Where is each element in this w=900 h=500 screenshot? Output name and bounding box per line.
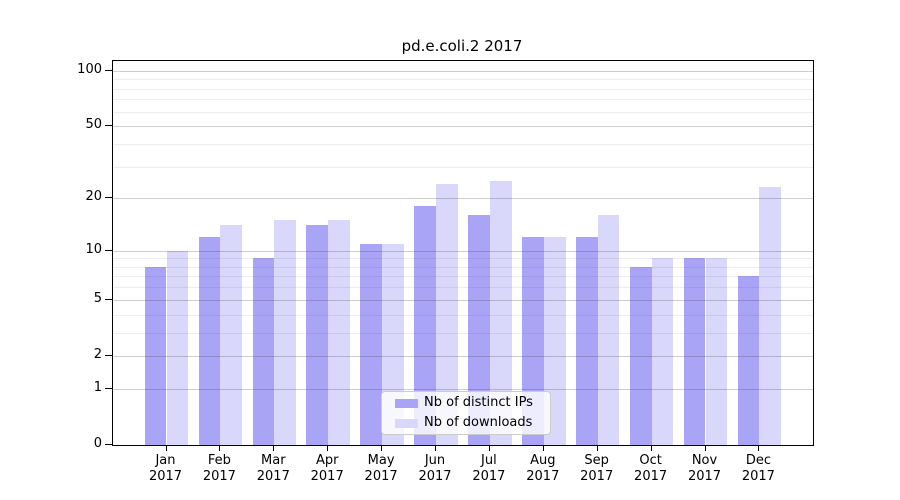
legend-item-distinct-ips: Nb of distinct IPs — [395, 394, 542, 412]
grid-minor-line-70 — [113, 99, 813, 101]
y-axis-tick-label-20: 20 — [85, 189, 102, 205]
bar-distinct-ips-dec-2017 — [737, 276, 760, 445]
y-axis-tick-label-2: 2 — [93, 346, 102, 362]
x-tick-mark-aug-2017 — [542, 445, 544, 451]
y-tick-mark-0 — [105, 444, 112, 445]
grid-minor-line-6 — [113, 287, 813, 289]
legend-swatch-downloads — [395, 418, 418, 428]
bar-downloads-dec-2017 — [759, 187, 782, 445]
x-axis-tick-label-aug-2017: Aug 2017 — [526, 453, 560, 484]
x-axis-tick-label-jan-2017: Jan 2017 — [148, 453, 183, 484]
y-axis-tick-label-1: 1 — [93, 379, 102, 395]
legend-label-distinct-ips: Nb of distinct IPs — [424, 395, 533, 410]
grid-minor-line-90 — [113, 79, 813, 81]
bar-distinct-ips-apr-2017 — [306, 225, 329, 445]
bar-distinct-ips-feb-2017 — [198, 237, 221, 445]
bar-downloads-nov-2017 — [705, 258, 728, 445]
grid-minor-line-4 — [113, 314, 813, 316]
bar-distinct-ips-sep-2017 — [575, 237, 598, 445]
bar-downloads-apr-2017 — [328, 220, 350, 445]
y-tick-mark-5 — [105, 298, 112, 300]
y-tick-mark-10 — [105, 249, 112, 251]
x-tick-mark-feb-2017 — [219, 445, 221, 451]
x-axis-tick-label-jul-2017: Jul 2017 — [472, 453, 506, 484]
x-axis-tick-label-oct-2017: Oct 2017 — [634, 453, 668, 484]
x-tick-mark-sep-2017 — [596, 445, 598, 451]
bar-downloads-jan-2017 — [166, 250, 189, 445]
y-axis-tick-label-100: 100 — [77, 61, 102, 77]
y-axis-tick-label-5: 5 — [93, 290, 102, 306]
bar-distinct-ips-jun-2017 — [414, 206, 436, 445]
x-tick-mark-mar-2017 — [273, 445, 275, 451]
x-tick-mark-jan-2017 — [165, 445, 167, 451]
bar-distinct-ips-jan-2017 — [144, 266, 167, 445]
plot-area — [112, 60, 814, 446]
bar-downloads-sep-2017 — [597, 215, 620, 445]
x-axis-tick-label-may-2017: May 2017 — [364, 453, 398, 484]
x-axis-tick-label-nov-2017: Nov 2017 — [687, 453, 722, 484]
grid-minor-line-7 — [113, 276, 813, 278]
y-tick-mark-1 — [105, 387, 112, 389]
bar-downloads-oct-2017 — [651, 258, 674, 445]
x-tick-mark-jun-2017 — [435, 445, 436, 451]
bar-distinct-ips-oct-2017 — [629, 266, 652, 445]
grid-major-line-10 — [113, 250, 813, 252]
grid-minor-line-8 — [113, 266, 813, 268]
grid-minor-line-40 — [113, 143, 813, 145]
grid-major-line-100 — [113, 70, 813, 72]
bar-downloads-feb-2017 — [220, 225, 243, 445]
chart-title: pd.e.coli.2 2017 — [401, 37, 523, 55]
y-axis-tick-label-0: 0 — [93, 436, 102, 451]
y-tick-mark-20 — [105, 197, 112, 199]
y-tick-mark-2 — [105, 354, 112, 356]
legend-label-downloads: Nb of downloads — [424, 415, 533, 430]
bar-distinct-ips-mar-2017 — [252, 258, 275, 445]
bar-distinct-ips-nov-2017 — [683, 258, 706, 445]
grid-major-line-2 — [113, 355, 813, 357]
grid-minor-line-30 — [113, 166, 813, 168]
legend-swatch-distinct-ips — [395, 398, 418, 408]
x-axis-tick-label-mar-2017: Mar 2017 — [256, 453, 290, 484]
x-tick-mark-jul-2017 — [488, 445, 490, 451]
y-axis-tick-label-10: 10 — [85, 241, 102, 257]
legend-item-downloads: Nb of downloads — [395, 414, 542, 432]
x-tick-mark-apr-2017 — [327, 445, 329, 451]
grid-major-line-20 — [113, 198, 813, 200]
x-axis-tick-label-apr-2017: Apr 2017 — [310, 453, 344, 484]
x-axis-tick-label-feb-2017: Feb 2017 — [202, 453, 236, 484]
grid-minor-line-9 — [113, 258, 813, 260]
grid-minor-line-60 — [113, 111, 813, 113]
x-tick-mark-oct-2017 — [650, 445, 652, 451]
y-tick-mark-100 — [105, 69, 112, 71]
grid-major-line-1 — [113, 388, 813, 390]
x-tick-mark-nov-2017 — [704, 445, 706, 451]
grid-major-line-5 — [113, 299, 813, 301]
grid-minor-line-3 — [113, 332, 813, 334]
x-axis-tick-label-jun-2017: Jun 2017 — [418, 453, 452, 484]
x-axis-tick-label-sep-2017: Sep 2017 — [580, 453, 614, 484]
bar-distinct-ips-jul-2017 — [468, 215, 490, 445]
bar-downloads-jun-2017 — [436, 184, 458, 445]
grid-major-line-50 — [113, 126, 813, 128]
legend: Nb of distinct IPs Nb of downloads — [381, 391, 551, 435]
grid-minor-line-80 — [113, 88, 813, 90]
x-tick-mark-may-2017 — [381, 445, 383, 451]
bar-downloads-jul-2017 — [489, 180, 512, 445]
bar-distinct-ips-may-2017 — [360, 243, 383, 445]
y-axis-tick-label-50: 50 — [85, 117, 102, 133]
bar-downloads-mar-2017 — [274, 220, 297, 445]
x-tick-mark-dec-2017 — [758, 445, 760, 451]
x-axis-tick-label-dec-2017: Dec 2017 — [741, 453, 775, 484]
y-tick-mark-50 — [105, 125, 112, 127]
